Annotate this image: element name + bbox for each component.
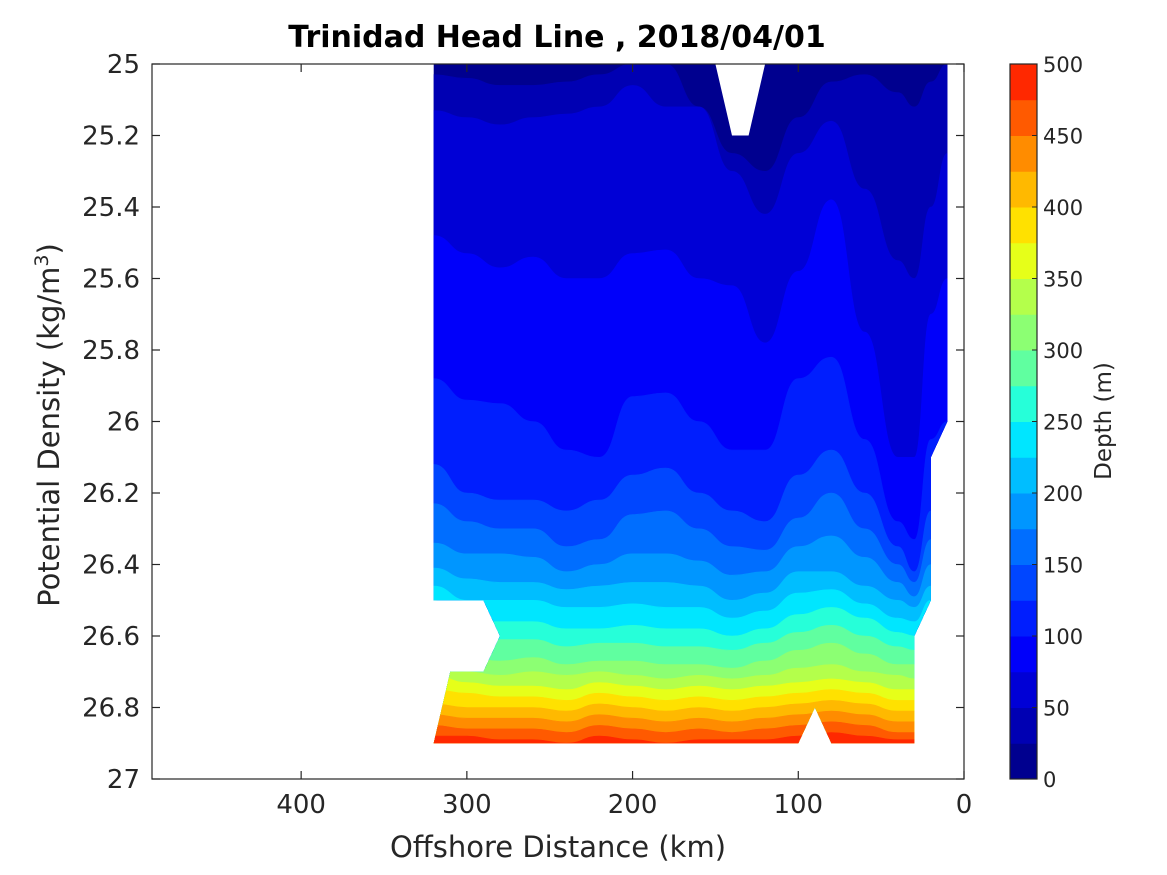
colorbar-tick-label: 300 xyxy=(1043,339,1083,363)
contour-bands xyxy=(433,64,948,744)
colorbar-tick-label: 450 xyxy=(1043,125,1083,149)
y-tick-label: 25.8 xyxy=(82,336,140,366)
contour-band-19 xyxy=(433,732,948,744)
colorbar-swatch xyxy=(1010,171,1037,208)
colorbar-swatch xyxy=(1010,564,1037,601)
colorbar-label: Depth (m) xyxy=(1091,362,1117,480)
colorbar-tick-label: 500 xyxy=(1043,53,1083,77)
y-axis-label-close: ) xyxy=(32,243,66,254)
y-tick-label: 26.6 xyxy=(82,622,140,652)
x-axis-label: Offshore Distance (km) xyxy=(390,830,726,864)
x-axis: 400 300 200 100 0 xyxy=(276,64,972,820)
colorbar-swatch xyxy=(1010,64,1037,101)
y-tick-label: 25 xyxy=(107,50,140,80)
colorbar-swatch xyxy=(1010,314,1037,351)
chart-title: Trinidad Head Line , 2018/04/01 xyxy=(288,20,825,55)
colorbar-swatch xyxy=(1010,99,1037,136)
y-axis-label-main: Potential Density (kg/m xyxy=(32,267,66,607)
x-tick-label: 300 xyxy=(442,790,492,820)
colorbar-swatch xyxy=(1010,493,1037,530)
x-tick-label: 200 xyxy=(608,790,658,820)
contour-fill-layer xyxy=(433,64,948,744)
colorbar-swatch xyxy=(1010,421,1037,458)
y-tick-label: 26.2 xyxy=(82,479,140,509)
y-tick-label: 27 xyxy=(107,765,140,795)
y-tick-label: 26 xyxy=(107,408,140,438)
colorbar: 0 50 100 150 200 250 300 350 400 450 500 xyxy=(1009,53,1083,792)
y-tick-label: 25.4 xyxy=(82,193,140,223)
colorbar-tick-label: 0 xyxy=(1043,768,1056,792)
y-tick-label: 26.8 xyxy=(82,694,140,724)
x-tick-label: 100 xyxy=(773,790,823,820)
y-axis-label: Potential Density (kg/m3) xyxy=(31,243,66,607)
colorbar-tick-label: 250 xyxy=(1043,411,1083,435)
colorbar-swatch xyxy=(1010,135,1037,172)
y-axis-label-superscript: 3 xyxy=(31,254,53,266)
y-tick-label: 25.2 xyxy=(82,122,140,152)
y-tick-label: 25.6 xyxy=(82,265,140,295)
colorbar-swatch xyxy=(1010,671,1037,708)
colorbar-tick-label: 350 xyxy=(1043,268,1083,292)
colorbar-tick-label: 150 xyxy=(1043,554,1083,578)
x-tick-label: 400 xyxy=(276,790,326,820)
colorbar-tick-label: 200 xyxy=(1043,482,1083,506)
colorbar-swatch xyxy=(1010,528,1037,565)
x-tick-label: 0 xyxy=(956,790,973,820)
colorbar-swatch xyxy=(1010,207,1037,244)
colorbar-swatch xyxy=(1010,242,1037,279)
colorbar-swatch xyxy=(1010,385,1037,422)
colorbar-swatch xyxy=(1010,743,1037,780)
colorbar-tick-label: 50 xyxy=(1043,697,1070,721)
colorbar-swatch xyxy=(1010,600,1037,637)
colorbar-swatch xyxy=(1010,350,1037,387)
y-tick-label: 26.4 xyxy=(82,551,140,581)
colorbar-swatch xyxy=(1010,707,1037,744)
colorbar-swatch xyxy=(1010,278,1037,315)
colorbar-tick-label: 100 xyxy=(1043,625,1083,649)
y-axis: 25 25.2 25.4 25.6 25.8 26 26.2 26.4 26.6 26.8 27 xyxy=(82,50,964,795)
colorbar-tick-label: 400 xyxy=(1043,196,1083,220)
colorbar-swatch xyxy=(1010,636,1037,673)
colorbar-swatch xyxy=(1010,457,1037,494)
